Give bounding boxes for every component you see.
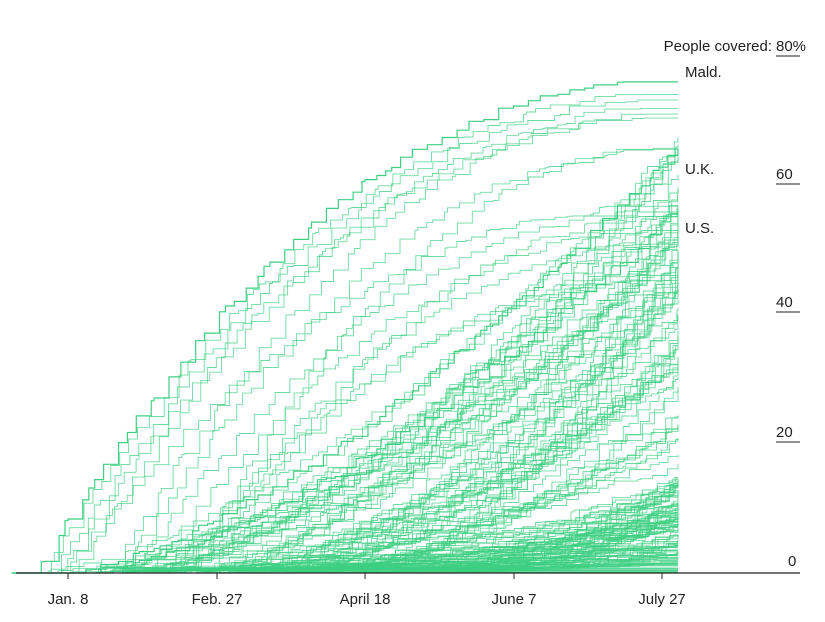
country-series-line — [11, 438, 679, 574]
x-tick-label: Feb. 27 — [192, 591, 243, 608]
country-series-line — [11, 137, 679, 574]
country-series-line — [11, 195, 679, 574]
y-tick-label: 40 — [776, 294, 793, 311]
country-series-line — [11, 113, 678, 574]
country-series-line — [11, 330, 679, 574]
country-series-line — [11, 211, 678, 574]
country-series-line — [11, 501, 679, 574]
y-tick-label: 80% — [776, 38, 806, 55]
country-series-line — [11, 502, 679, 574]
country-series-line — [11, 426, 679, 574]
country-series-line — [11, 515, 679, 574]
country-series-line — [11, 99, 678, 574]
y-tick-label: 0 — [788, 553, 796, 570]
country-series-line — [11, 117, 678, 574]
country-series-line — [11, 276, 679, 574]
country-series-line — [11, 561, 678, 574]
labelled-series-line — [11, 149, 679, 574]
country-series-line — [11, 503, 679, 574]
country-series-line — [11, 93, 678, 574]
country-series-line — [11, 231, 679, 574]
country-series-line — [11, 144, 679, 574]
country-series-line — [11, 239, 679, 574]
country-series-line — [11, 280, 678, 574]
series-label-us: U.S. — [685, 220, 714, 237]
country-series-line — [11, 236, 679, 574]
country-series-line — [11, 516, 678, 574]
country-series-line — [11, 107, 678, 574]
country-series-line — [11, 207, 679, 574]
country-series-line — [11, 267, 679, 574]
labelled-series-line — [11, 213, 678, 574]
country-series-line — [11, 482, 679, 574]
x-tick-label: April 18 — [340, 591, 391, 608]
country-series-line — [11, 530, 679, 574]
country-series-line — [11, 324, 679, 574]
country-series-line — [11, 526, 678, 574]
country-series-line — [11, 204, 679, 574]
x-tick-label: Jan. 8 — [48, 591, 89, 608]
y-axis-title: People covered: — [664, 38, 772, 55]
country-series-line — [11, 189, 679, 574]
country-series-line — [11, 149, 679, 574]
x-ticks — [67, 573, 663, 579]
country-series-line — [11, 241, 679, 574]
country-series-line — [11, 235, 679, 574]
country-series-line — [11, 314, 678, 574]
country-series-line — [11, 230, 678, 574]
country-labels: Mald. U.K. U.S. — [685, 64, 722, 237]
country-series-line — [11, 490, 679, 574]
labelled-series-line — [11, 81, 678, 574]
x-tick-label: June 7 — [491, 591, 536, 608]
country-series-line — [11, 558, 678, 574]
country-series-line — [11, 148, 678, 574]
series-lines — [11, 81, 679, 574]
x-tick-label: July 27 — [638, 591, 686, 608]
country-series-line — [11, 204, 679, 574]
country-series-line — [11, 255, 679, 574]
country-series-line — [11, 503, 678, 574]
y-tick-label: 60 — [776, 166, 793, 183]
country-series-line — [11, 147, 678, 574]
country-series-line — [11, 205, 678, 574]
country-series-line — [11, 415, 679, 574]
country-series-line — [11, 283, 679, 574]
series-label-uk: U.K. — [685, 161, 714, 178]
country-series-line — [11, 216, 678, 574]
y-tick-label: 20 — [776, 424, 793, 441]
country-series-line — [11, 289, 679, 574]
x-tick-labels: Jan. 8 Feb. 27 April 18 June 7 July 27 — [48, 591, 686, 608]
country-series-line — [11, 158, 679, 574]
y-tick-labels: People covered: 80% 60 40 20 0 — [664, 38, 806, 570]
series-label-maldives: Mald. — [685, 64, 722, 81]
country-series-line — [11, 275, 678, 574]
